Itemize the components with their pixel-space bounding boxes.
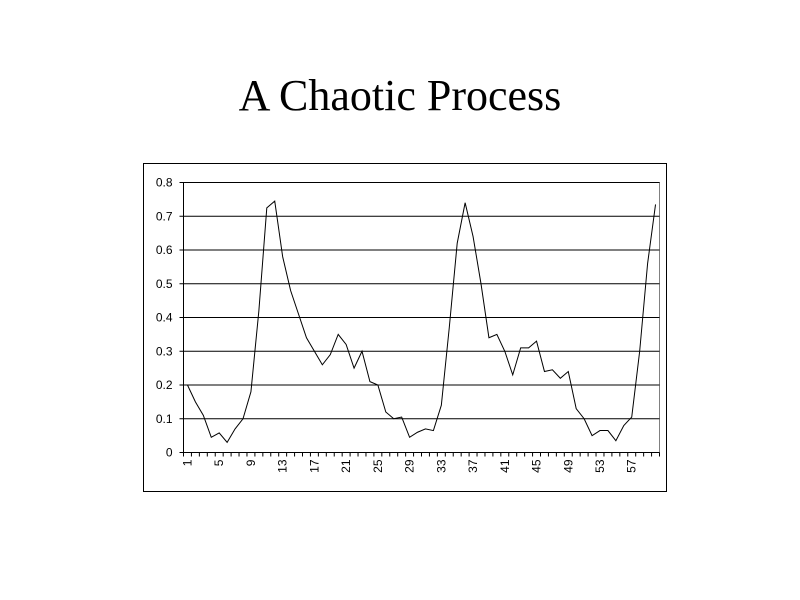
x-tick-label: 41 xyxy=(498,459,512,473)
x-tick-label: 13 xyxy=(276,459,290,473)
y-tick-label: 0.5 xyxy=(156,277,173,291)
x-tick-label: 29 xyxy=(403,459,417,473)
x-tick-label: 53 xyxy=(593,459,607,473)
data-line xyxy=(187,200,657,444)
x-tick-label: 21 xyxy=(339,459,353,473)
y-tick-label: 0.3 xyxy=(156,344,173,358)
chart-title: A Chaotic Process xyxy=(239,71,562,120)
y-tick-label: 0.6 xyxy=(156,243,173,257)
x-tick-label: 25 xyxy=(371,459,385,473)
x-tick-label: 5 xyxy=(212,459,226,466)
x-tick-label: 57 xyxy=(625,459,639,473)
x-tick-label: 9 xyxy=(244,459,258,466)
x-tick-label: 17 xyxy=(307,459,321,473)
y-tick-label: 0.1 xyxy=(156,412,173,426)
x-tick-label: 45 xyxy=(530,459,544,473)
x-tick-label: 37 xyxy=(466,459,480,473)
y-tick-label: 0 xyxy=(166,446,173,460)
y-tick-label: 0.2 xyxy=(156,378,173,392)
y-tick-label: 0.8 xyxy=(156,176,173,190)
y-tick-label: 0.7 xyxy=(156,209,173,223)
y-tick-label: 0.4 xyxy=(156,311,173,325)
x-tick-label: 49 xyxy=(561,459,575,473)
x-tick-label: 1 xyxy=(180,459,194,466)
x-tick-label: 33 xyxy=(434,459,448,473)
